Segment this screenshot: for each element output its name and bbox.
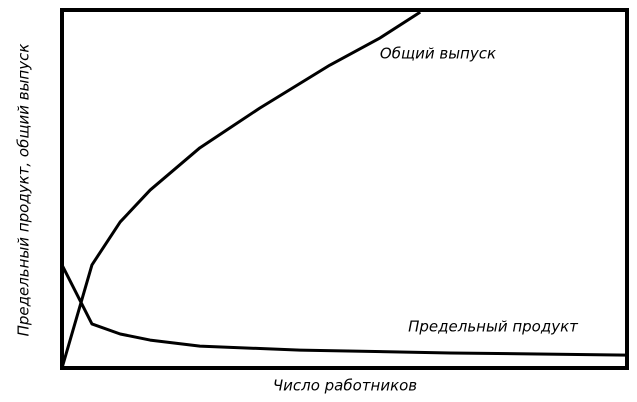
series-label: Предельный продукт bbox=[408, 318, 579, 336]
series-label: Общий выпуск bbox=[380, 45, 496, 63]
line bbox=[60, 264, 628, 357]
line bbox=[60, 10, 422, 369]
plot-frame bbox=[60, 8, 629, 370]
y-axis-label: Предельный продукт, общий выпуск bbox=[15, 44, 33, 337]
x-axis-label: Число работников bbox=[273, 377, 417, 395]
